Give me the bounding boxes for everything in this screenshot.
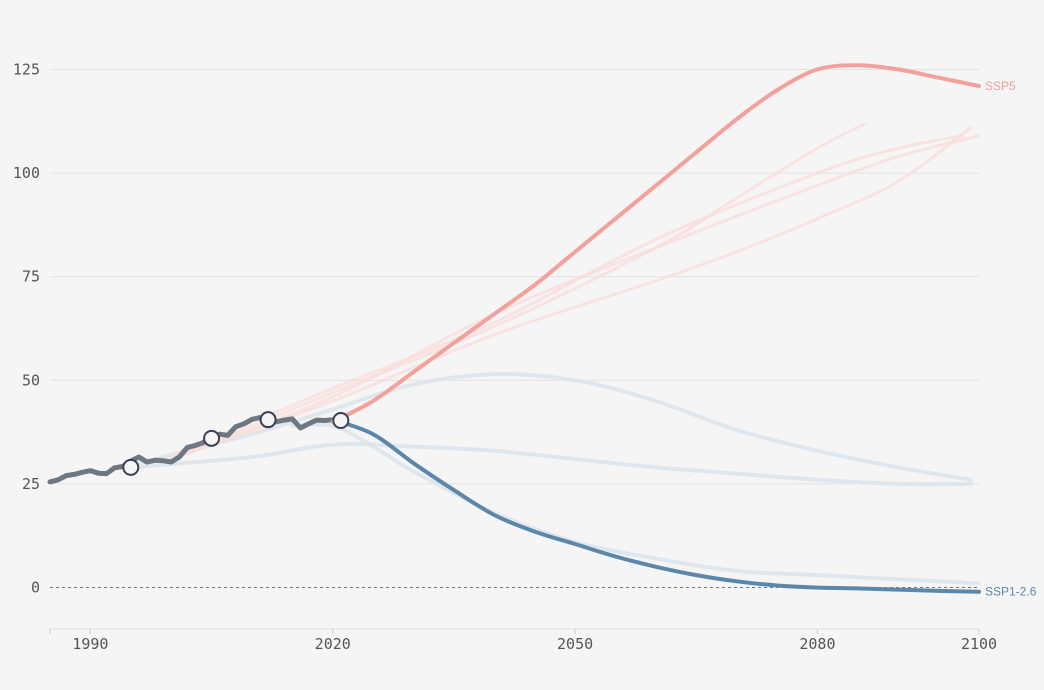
x-tick-label: 1990 [72,635,108,653]
data-marker [332,412,350,430]
series-line-highlight-high [330,63,981,424]
y-tick-label: 75 [22,268,40,286]
data-marker [122,458,140,476]
series-line-faded-high [169,126,973,461]
series-lines [47,63,981,594]
x-tick-label: 2050 [557,635,593,653]
gridlines [49,68,980,634]
x-tick-label: 2080 [799,635,835,653]
series-line-faded-low [128,442,973,487]
series-line-historical [47,415,344,485]
series-line-faded-low [290,422,981,586]
y-tick-label: 50 [22,371,40,389]
y-tick-label: 0 [31,579,40,597]
data-marker [259,411,277,429]
series-line-faded-high [169,134,981,461]
data-markers [122,411,350,476]
series-label-highlight-low: SSP1-2.6 [985,585,1037,599]
y-tick-label: 125 [13,60,40,78]
data-marker [203,429,221,447]
x-tick-label: 2020 [315,635,351,653]
x-tick-label: 2100 [961,635,997,653]
y-tick-label: 25 [22,475,40,493]
y-tick-label: 100 [13,164,40,182]
series-labels: SSP1-2.6 SSP5 [985,79,1037,599]
series-line-faded-high [169,121,868,461]
series-label-highlight-high: SSP5 [985,79,1016,93]
series-line-highlight-low [330,417,981,594]
series-line-faded-high [169,134,965,457]
axis-labels: 0 25 50 75 100 125 1990 2020 2050 2080 2100 [13,60,997,653]
